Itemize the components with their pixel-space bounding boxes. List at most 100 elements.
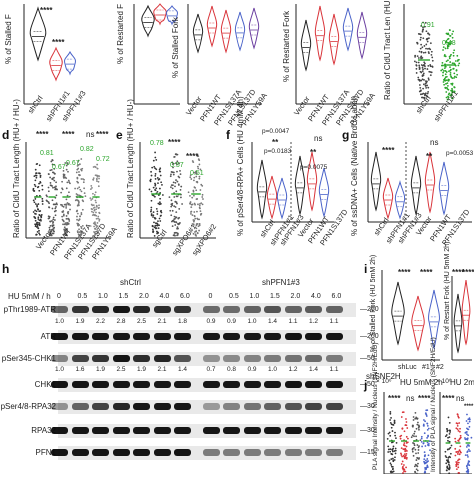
dots-d-1-dot xyxy=(37,203,40,205)
dots-c3-2-dot xyxy=(451,87,453,90)
sig-i-2-2: **** xyxy=(462,268,474,277)
dots-j-2-3-dot xyxy=(465,470,468,473)
dots-d-3-dot xyxy=(63,223,66,226)
dots-j-1-2-dot xyxy=(404,454,407,457)
dots-d-2-dot xyxy=(51,185,53,187)
dots-d-3-dot xyxy=(61,215,64,218)
dots-e-2-dot xyxy=(174,200,177,203)
dots-e-2-dot xyxy=(175,216,178,219)
dots-c3-1-dot xyxy=(418,79,421,82)
dots-d-5-dot xyxy=(97,180,100,183)
dots-d-5-dot xyxy=(91,197,94,200)
dots-j-2-2-dot xyxy=(458,449,461,452)
dots-j-2-1-dot xyxy=(448,465,451,467)
dots-j-2-3-dot xyxy=(465,446,468,448)
dots-e-3-dot xyxy=(195,230,198,232)
violin-c1-5 xyxy=(248,7,260,50)
dots-j-2-3-dot xyxy=(465,420,468,422)
dots-e-1-dot xyxy=(156,232,158,235)
dots-d-5-dot xyxy=(97,215,100,218)
dots-c3-2-dot xyxy=(442,46,445,49)
blot-band-2-8 xyxy=(202,333,220,340)
dots-j-1-4-dot xyxy=(425,409,428,412)
dots-c3-1-dot xyxy=(428,47,431,50)
dots-e-3-dot xyxy=(194,234,197,237)
dots-e-2-dot xyxy=(179,221,181,224)
dots-d-1-dot xyxy=(39,176,42,178)
blot-band-2-2 xyxy=(71,333,89,340)
dots-d-1-dot xyxy=(39,172,41,175)
dots-j-2-2-dot xyxy=(455,422,458,425)
quant_chk1-value-8: 0.7 xyxy=(206,366,216,373)
dots-d-1-dot xyxy=(34,185,37,188)
dots-e-3-dot xyxy=(189,202,191,205)
dots-d-3-dot xyxy=(67,179,70,182)
dots-d-1-dot xyxy=(35,163,38,166)
dots-e-3-dot xyxy=(198,204,201,207)
dots-e-2-dot xyxy=(180,196,182,199)
dots-j-1-2-dot xyxy=(405,452,408,455)
dots-e-1-dot xyxy=(150,213,153,215)
blot-band-5-3 xyxy=(92,403,109,410)
dots-e-2-dot xyxy=(174,182,177,184)
blot-band-6-7 xyxy=(174,427,191,434)
dots-j-2-3-dot xyxy=(466,467,469,470)
blot-band-7-1 xyxy=(51,449,68,456)
dots-j-1-2-dot xyxy=(407,437,409,440)
dots-c3-2-dot xyxy=(451,33,454,35)
dots-d-3-dot xyxy=(69,208,71,211)
blot-band-1-11 xyxy=(264,306,281,313)
dots-j-1-4-dot xyxy=(426,424,429,427)
dots-c3-2-dot xyxy=(445,60,448,63)
dots-e-3-dot xyxy=(198,206,201,209)
dots-c3-2-dot xyxy=(450,42,452,45)
dots-d-4-dot xyxy=(78,228,80,231)
dots-c3-2-dot xyxy=(450,40,453,43)
dots-e-3-dot xyxy=(198,229,200,232)
blot-band-3-7 xyxy=(174,355,191,362)
dots-d-4-dot xyxy=(79,163,81,166)
green-d-3: 0.67 xyxy=(66,160,80,167)
dots-c3-2-dot xyxy=(447,96,450,99)
ylabel-b: % of Restarted F xyxy=(116,3,125,64)
dots-j-1-3-dot xyxy=(417,449,420,451)
dots-j-1-3-dot xyxy=(413,465,416,468)
dots-e-2-dot xyxy=(168,196,171,199)
dots-c3-2-dot xyxy=(445,40,448,42)
dots-d-5-dot xyxy=(90,203,93,206)
violin-f-1 xyxy=(256,159,268,220)
dots-d-5-dot xyxy=(90,210,93,213)
dots-d-4-dot xyxy=(78,231,81,234)
dots-d-1-dot xyxy=(35,172,38,175)
dots-e-2-dot xyxy=(176,160,179,163)
dots-c3-2-dot xyxy=(451,62,454,65)
dots-e-1-dot xyxy=(154,217,157,220)
dots-d-3-dot xyxy=(69,182,71,185)
dots-e-2-dot xyxy=(179,188,182,191)
quant_chk1-value-10: 0.9 xyxy=(247,366,257,373)
dots-d-3-dot xyxy=(62,169,65,172)
dots-d-1-dot xyxy=(33,183,36,186)
dots-d-3-dot xyxy=(67,212,69,215)
quant_atr-value-12: 1.1 xyxy=(288,318,298,325)
dots-d-3-dot xyxy=(69,204,71,206)
blot-group-2: shPFN1#3 xyxy=(262,278,300,287)
dots-d-1-dot xyxy=(32,189,35,191)
dots-d-3-dot xyxy=(65,217,68,220)
blot-band-4-11 xyxy=(264,381,281,388)
dots-d-2-dot xyxy=(53,186,56,189)
violin-b-2 xyxy=(153,3,167,26)
dots-j-1-1-dot xyxy=(394,431,396,434)
dots-d-4-dot xyxy=(80,227,83,230)
dots-d-5-dot xyxy=(94,221,96,224)
dots-c3-1-dot xyxy=(421,30,424,33)
dots-d-1-dot xyxy=(37,221,39,224)
dots-j-1-2-dot xyxy=(403,453,406,455)
dots-d-4-dot xyxy=(76,168,79,171)
quant_chk1-value-12: 1.2 xyxy=(288,366,298,373)
blot-band-5-2 xyxy=(71,403,89,410)
blot-band-7-5 xyxy=(133,449,150,456)
dots-d-1-dot xyxy=(34,223,36,226)
dots-c3-2-dot xyxy=(444,47,447,50)
dots-d-4-dot xyxy=(78,218,81,221)
